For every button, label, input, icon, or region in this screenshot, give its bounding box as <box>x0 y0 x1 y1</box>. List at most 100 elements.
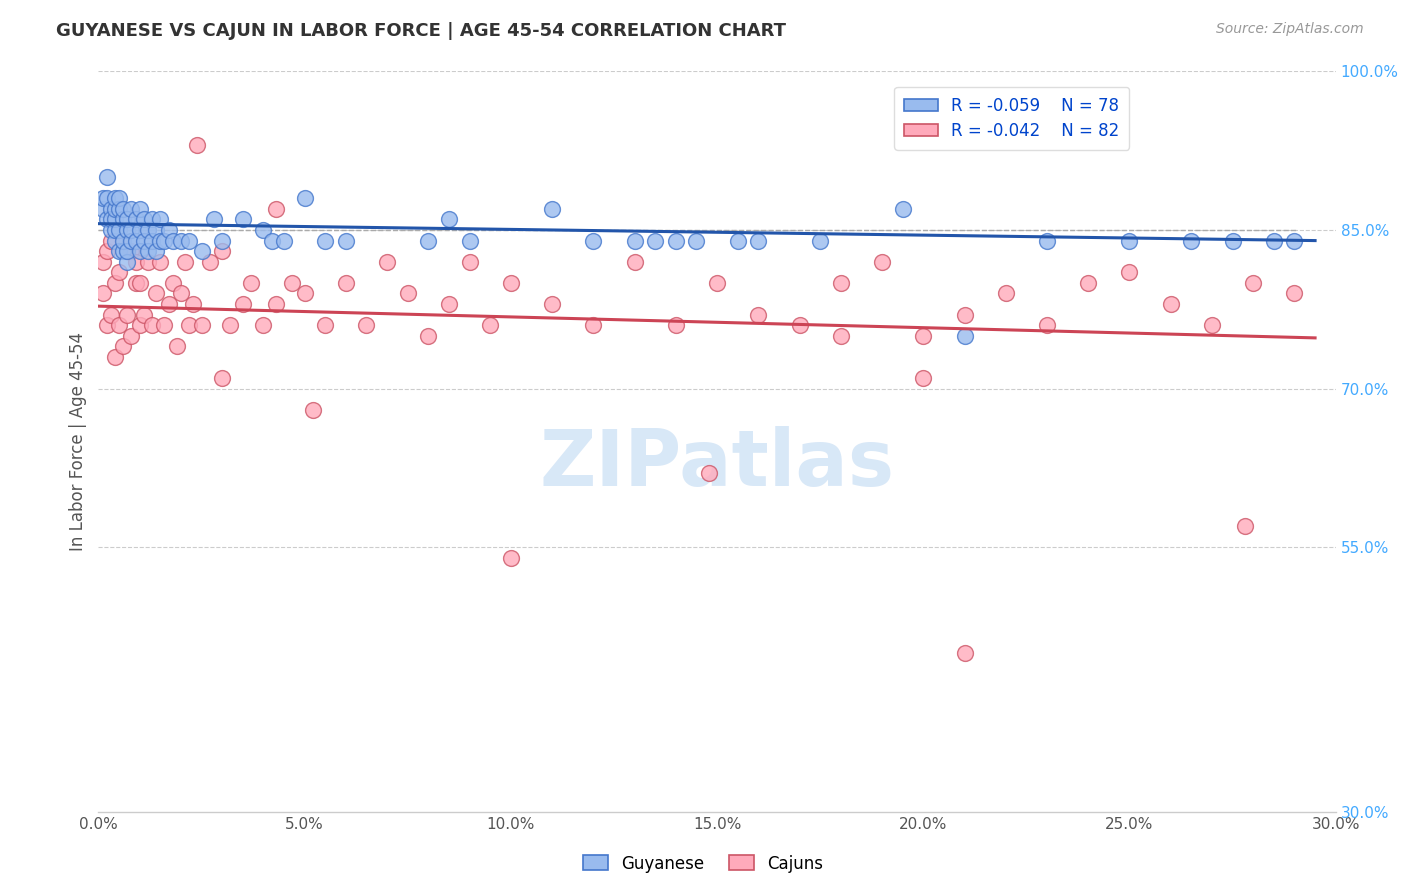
Point <box>252 318 274 333</box>
Point <box>120 223 142 237</box>
Text: Source: ZipAtlas.com: Source: ZipAtlas.com <box>1216 22 1364 37</box>
Point <box>128 202 150 216</box>
Point <box>149 212 172 227</box>
Point <box>91 191 114 205</box>
Point <box>124 212 146 227</box>
Point <box>108 223 131 237</box>
Point <box>96 244 118 259</box>
Point <box>141 212 163 227</box>
Point <box>162 234 184 248</box>
Point <box>1284 286 1306 301</box>
Legend: Guyanese, Cajuns: Guyanese, Cajuns <box>576 848 830 880</box>
Point <box>747 308 769 322</box>
Point <box>117 244 139 259</box>
Point <box>294 286 316 301</box>
Text: GUYANESE VS CAJUN IN LABOR FORCE | AGE 45-54 CORRELATION CHART: GUYANESE VS CAJUN IN LABOR FORCE | AGE 4… <box>56 22 786 40</box>
Point <box>260 234 283 248</box>
Point <box>170 286 193 301</box>
Point <box>157 223 180 237</box>
Point <box>96 318 118 333</box>
Point <box>232 212 254 227</box>
Point <box>145 244 167 259</box>
Point <box>128 276 150 290</box>
Point <box>104 212 127 227</box>
Point <box>623 254 645 268</box>
Point <box>96 170 118 185</box>
Point <box>665 318 688 333</box>
Point <box>153 234 176 248</box>
Point <box>179 234 201 248</box>
Point <box>437 212 460 227</box>
Point <box>264 297 287 311</box>
Point <box>108 202 131 216</box>
Point <box>112 234 135 248</box>
Point <box>644 234 666 248</box>
Point <box>96 191 118 205</box>
Point <box>104 234 127 248</box>
Point <box>211 244 233 259</box>
Point <box>100 212 122 227</box>
Point <box>170 234 193 248</box>
Point <box>1241 276 1264 290</box>
Point <box>458 234 481 248</box>
Point <box>117 212 139 227</box>
Point <box>141 318 163 333</box>
Point <box>665 234 688 248</box>
Point <box>314 234 336 248</box>
Point <box>124 234 146 248</box>
Point <box>1077 276 1099 290</box>
Point <box>104 191 127 205</box>
Point <box>273 234 295 248</box>
Point <box>108 244 131 259</box>
Point <box>1036 318 1059 333</box>
Point <box>166 339 188 353</box>
Point <box>104 276 127 290</box>
Point <box>314 318 336 333</box>
Point <box>458 254 481 268</box>
Point <box>582 318 605 333</box>
Point <box>953 328 976 343</box>
Point <box>112 339 135 353</box>
Point <box>1284 234 1306 248</box>
Point <box>91 202 114 216</box>
Point <box>994 286 1017 301</box>
Legend: R = -0.059    N = 78, R = -0.042    N = 82: R = -0.059 N = 78, R = -0.042 N = 82 <box>894 87 1129 150</box>
Point <box>112 234 135 248</box>
Point <box>1222 234 1244 248</box>
Point <box>727 234 749 248</box>
Point <box>117 244 139 259</box>
Point <box>136 254 159 268</box>
Point <box>128 223 150 237</box>
Point <box>264 202 287 216</box>
Point <box>891 202 914 216</box>
Point <box>1118 265 1140 279</box>
Point <box>1036 234 1059 248</box>
Point <box>418 234 440 248</box>
Point <box>128 318 150 333</box>
Point <box>124 276 146 290</box>
Point <box>912 371 935 385</box>
Point <box>1233 519 1256 533</box>
Point <box>202 212 225 227</box>
Point <box>1263 234 1285 248</box>
Point <box>149 254 172 268</box>
Point <box>104 350 127 364</box>
Point <box>396 286 419 301</box>
Point <box>120 234 142 248</box>
Point <box>145 286 167 301</box>
Point <box>356 318 378 333</box>
Point <box>953 646 976 660</box>
Point <box>281 276 304 290</box>
Point <box>120 244 142 259</box>
Point <box>685 234 707 248</box>
Point <box>706 276 728 290</box>
Point <box>91 286 114 301</box>
Point <box>437 297 460 311</box>
Point <box>211 371 233 385</box>
Point <box>499 550 522 565</box>
Point <box>335 276 357 290</box>
Point <box>912 328 935 343</box>
Point <box>181 297 204 311</box>
Point <box>132 234 155 248</box>
Point <box>124 254 146 268</box>
